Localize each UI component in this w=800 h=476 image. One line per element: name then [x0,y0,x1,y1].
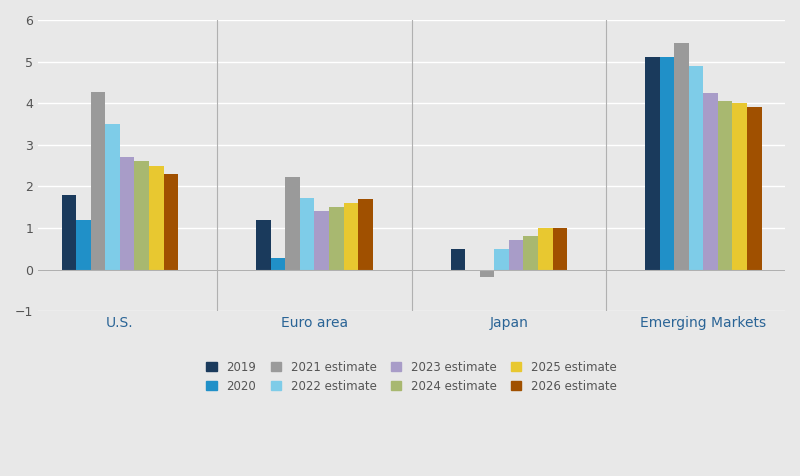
Bar [553,228,567,269]
Bar [76,219,90,269]
Bar [538,228,553,269]
Bar [329,207,343,269]
Bar [149,166,164,269]
Bar [659,58,674,269]
Bar [450,249,465,269]
Bar [689,66,703,269]
Bar [286,177,300,269]
Bar [358,199,373,269]
Bar [343,203,358,269]
Bar [270,258,286,269]
Bar [300,198,314,269]
Bar [106,124,120,269]
Bar [62,195,76,269]
Bar [164,174,178,269]
Bar [120,157,134,269]
Bar [718,101,733,269]
Legend: 2019, 2020, 2021 estimate, 2022 estimate, 2023 estimate, 2024 estimate, 2025 est: 2019, 2020, 2021 estimate, 2022 estimate… [206,361,617,393]
Bar [256,219,270,269]
Bar [645,58,659,269]
Bar [747,107,762,269]
Bar [674,43,689,269]
Bar [733,103,747,269]
Bar [523,236,538,269]
Bar [90,91,106,269]
Bar [134,161,149,269]
Bar [494,249,509,269]
Bar [480,269,494,277]
Bar [703,93,718,269]
Bar [314,211,329,269]
Bar [509,240,523,269]
